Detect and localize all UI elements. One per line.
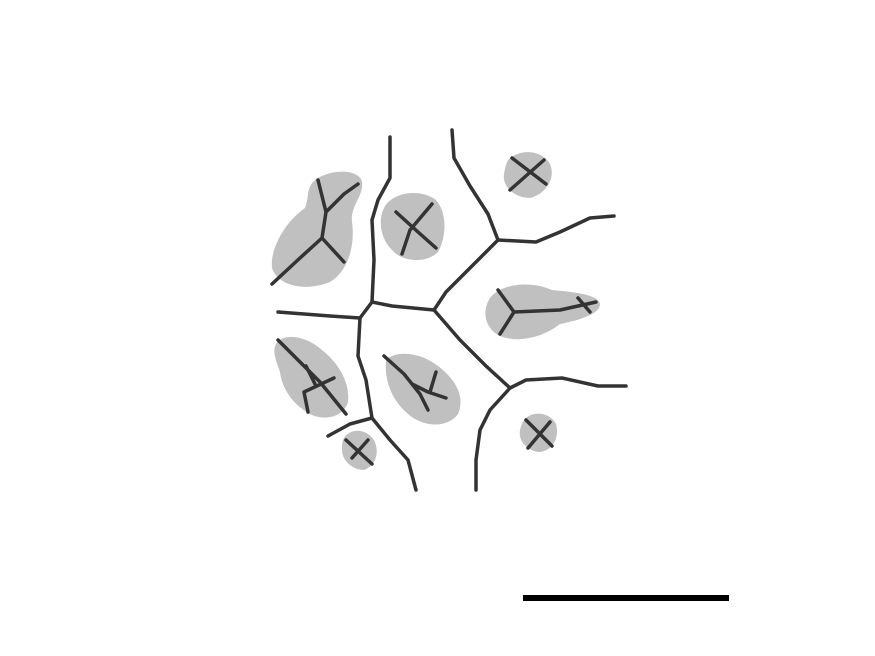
skeleton-lower-left: [276, 338, 348, 416]
boundary-center-junction: [370, 300, 436, 312]
boundary-top-center: [450, 128, 500, 242]
boundary-right-lower: [508, 376, 628, 390]
boundary-lines: [276, 128, 628, 492]
boundary-top-left-vertical: [370, 135, 392, 304]
skeleton-top-right-small: [508, 156, 548, 192]
boundary-left-horizontal: [276, 300, 374, 320]
boundary-bottom-left-wall: [326, 416, 374, 438]
skeleton-lower-center: [382, 354, 448, 412]
boundary-bottom-right: [474, 386, 512, 492]
skeleton-bottom-left-small: [344, 438, 374, 466]
boundary-diag-upper: [432, 238, 500, 312]
skeleton-upper-center-left: [394, 202, 438, 256]
skeleton-right-middle: [496, 288, 598, 336]
boundary-right-upper: [496, 214, 616, 244]
boundary-diag-lower: [432, 308, 512, 390]
skeleton-upper-left: [270, 178, 360, 286]
skeleton-bottom-right-small: [524, 418, 554, 450]
skeleton-strokes: [270, 156, 598, 466]
